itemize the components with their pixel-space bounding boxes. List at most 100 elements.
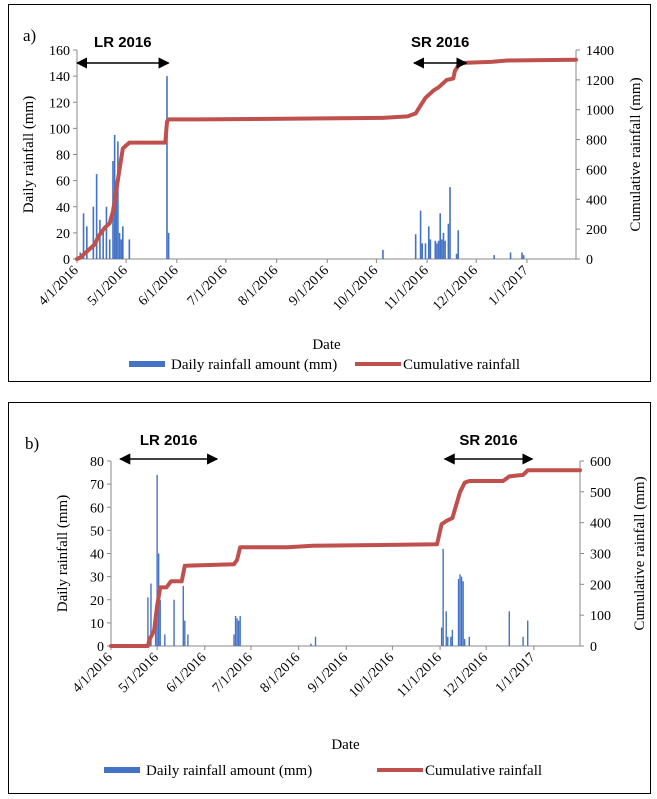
legend-bar-swatch bbox=[104, 767, 140, 773]
daily-rainfall-bar bbox=[442, 232, 445, 259]
daily-rainfall-bar bbox=[455, 253, 458, 259]
chart-panel-b: b) 0 10 20 30 40 50 60 70 80 0 100 200 300 400 500 600 4/… bbox=[8, 402, 651, 794]
daily-rainfall-bar bbox=[527, 620, 529, 646]
daily-rainfall-bar bbox=[522, 636, 524, 646]
y-tick-label: 50 bbox=[90, 524, 104, 539]
x-axis-title: Date bbox=[331, 737, 360, 753]
daily-rainfall-bar bbox=[508, 611, 510, 646]
y-tick-label: 0 bbox=[63, 253, 70, 268]
daily-rainfall-bar bbox=[314, 636, 317, 646]
daily-rainfall-bar bbox=[156, 474, 158, 646]
daily-rainfall-bar bbox=[463, 639, 466, 646]
y-axis-title: Daily rainfall (mm) bbox=[55, 495, 71, 612]
y-tick-label: 0 bbox=[97, 640, 104, 655]
x-tick-label: 4/1/2016 bbox=[70, 650, 116, 696]
period-label: LR 2016 bbox=[94, 34, 152, 51]
x-tick-label: 10/1/2016 bbox=[330, 263, 381, 314]
legend-line-label: Cumulative rainfall bbox=[425, 763, 542, 779]
legend-bar-label: Daily rainfall amount (mm) bbox=[171, 357, 337, 373]
daily-rainfall-bar bbox=[117, 141, 119, 259]
y2-tick-label: 800 bbox=[586, 134, 607, 149]
daily-rainfall-bar bbox=[521, 252, 523, 259]
x-tick-label: 12/1/2016 bbox=[430, 263, 481, 314]
daily-rainfall-bar bbox=[102, 230, 104, 259]
y2-tick-label: 300 bbox=[590, 548, 611, 563]
cumulative-rainfall-line bbox=[75, 57, 578, 261]
legend-bar-swatch bbox=[129, 361, 165, 367]
y2-tick-label: 200 bbox=[590, 578, 611, 593]
daily-rainfall-bar bbox=[447, 223, 450, 259]
x-axis-title: Date bbox=[312, 337, 341, 353]
daily-rainfall-bar bbox=[441, 239, 443, 259]
daily-rainfall-bar bbox=[99, 219, 101, 259]
y-tick-label: 80 bbox=[56, 149, 70, 164]
x-tick-label: 12/1/2016 bbox=[440, 650, 491, 701]
daily-rainfall-bar bbox=[167, 232, 170, 259]
y2-tick-label: 500 bbox=[590, 486, 611, 501]
x-tick-label: 8/1/2016 bbox=[236, 263, 282, 309]
daily-rainfall-bar bbox=[493, 255, 495, 259]
y2-tick-label: 400 bbox=[590, 517, 611, 532]
y2-tick-label: 1200 bbox=[586, 74, 614, 89]
daily-rainfall-bar bbox=[429, 239, 432, 259]
daily-rainfall-bar bbox=[164, 634, 166, 646]
daily-rainfall-bar bbox=[105, 206, 108, 259]
daily-rainfall-bar bbox=[427, 226, 430, 259]
x-tick-label: 1/1/2017 bbox=[486, 263, 532, 309]
daily-rainfall-bar bbox=[128, 239, 131, 259]
daily-rainfall-bar bbox=[173, 599, 175, 646]
x-tick-label: 7/1/2016 bbox=[185, 263, 231, 309]
y2-tick-label: 1000 bbox=[586, 104, 614, 119]
y-tick-label: 80 bbox=[90, 455, 104, 470]
daily-rainfall-bar bbox=[187, 634, 189, 646]
daily-rainfall-bar bbox=[414, 234, 417, 259]
x-tick-label: 1/1/2017 bbox=[493, 650, 539, 696]
daily-rainfall-bar bbox=[239, 615, 241, 646]
daily-rainfall-bar bbox=[522, 255, 525, 259]
daily-rainfall-bar bbox=[115, 180, 118, 259]
daily-rainfall-bar bbox=[166, 76, 168, 259]
daily-rainfall-bar bbox=[86, 226, 88, 259]
y-tick-label: 100 bbox=[49, 122, 70, 137]
x-tick-label: 11/1/2016 bbox=[382, 263, 432, 313]
daily-rainfall-bar bbox=[468, 636, 470, 646]
daily-rainfall-bar bbox=[154, 622, 157, 646]
y-tick-label: 10 bbox=[90, 617, 104, 632]
y-tick-label: 160 bbox=[49, 44, 70, 59]
daily-rainfall-bar bbox=[120, 239, 122, 259]
x-tick-label: 7/1/2016 bbox=[210, 650, 256, 696]
y2-tick-label: 200 bbox=[586, 223, 607, 238]
y-tick-label: 60 bbox=[90, 501, 104, 516]
y-tick-label: 120 bbox=[49, 96, 70, 111]
daily-rainfall-bar bbox=[182, 585, 184, 646]
daily-rainfall-bar bbox=[457, 230, 460, 259]
daily-rainfall-bar bbox=[459, 574, 461, 646]
panel-label: b) bbox=[25, 434, 39, 453]
daily-rainfall-bar bbox=[460, 576, 463, 646]
daily-rainfall-bar bbox=[92, 206, 95, 259]
daily-rainfall-bar bbox=[237, 620, 240, 646]
daily-rainfall-bar bbox=[108, 239, 111, 259]
x-tick-label: 9/1/2016 bbox=[286, 263, 332, 309]
y-tick-label: 60 bbox=[56, 175, 70, 190]
y2-tick-label: 600 bbox=[586, 163, 607, 178]
daily-rainfall-bar bbox=[159, 599, 161, 646]
daily-rainfall-bar bbox=[444, 240, 446, 259]
daily-rainfall-bar bbox=[150, 583, 152, 646]
y2-tick-label: 400 bbox=[586, 193, 607, 208]
y-tick-label: 40 bbox=[90, 548, 104, 563]
daily-rainfall-bar bbox=[82, 213, 85, 259]
y2-tick-label: 600 bbox=[590, 455, 611, 470]
x-tick-label: 8/1/2016 bbox=[258, 650, 304, 696]
daily-rainfall-bar bbox=[310, 643, 312, 646]
daily-rainfall-bar bbox=[147, 597, 149, 646]
daily-rainfall-bar bbox=[184, 620, 186, 646]
y-tick-label: 30 bbox=[90, 571, 104, 586]
daily-rainfall-bar bbox=[434, 240, 437, 259]
daily-rainfall-bar bbox=[118, 232, 121, 259]
daily-rainfall-bar bbox=[462, 581, 464, 646]
daily-rainfall-bar bbox=[442, 548, 444, 646]
daily-rainfall-bar bbox=[447, 636, 449, 646]
daily-rainfall-bar bbox=[419, 210, 422, 259]
daily-rainfall-bar bbox=[424, 243, 427, 259]
